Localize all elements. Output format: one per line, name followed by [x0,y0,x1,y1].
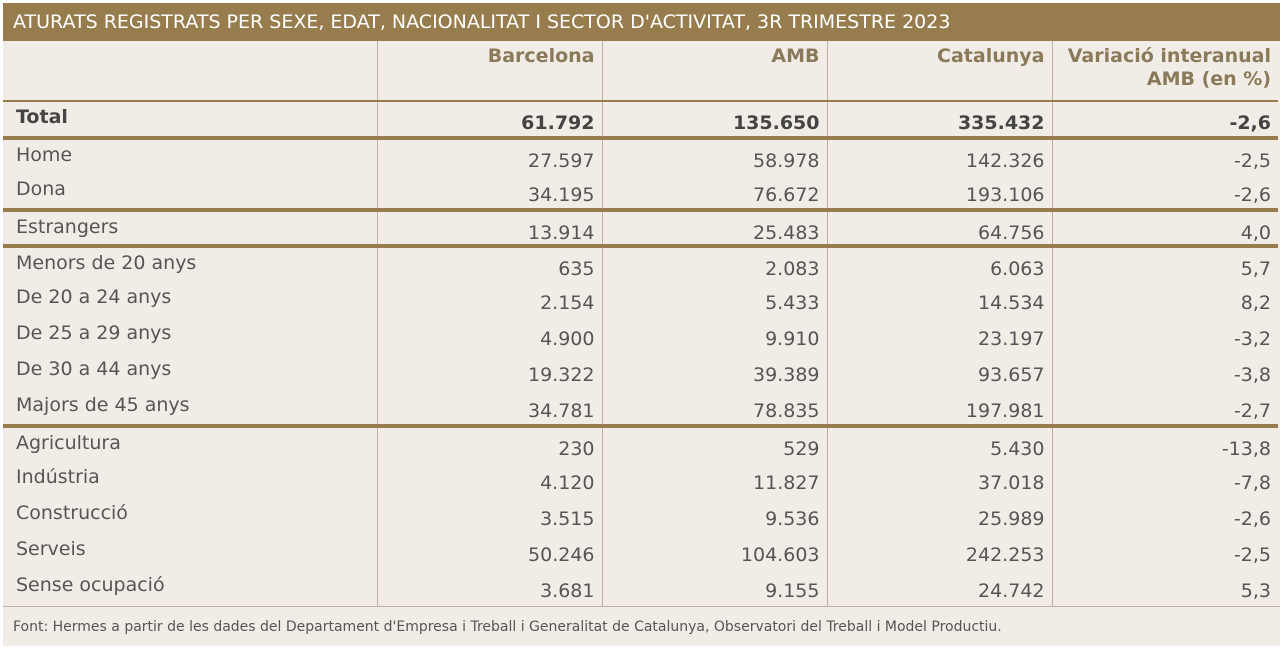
cell-variacio: -13,8 [1051,426,1278,462]
row-label: Dona [3,174,377,212]
cell-amb: 9.155 [601,570,827,606]
column-header-catalunya: Catalunya [826,41,1052,102]
table-row: Menors de 20 anys 635 2.083 6.063 5,7 [3,246,1278,282]
cell-catalunya: 197.981 [826,390,1052,428]
cell-catalunya: 37.018 [826,462,1052,498]
cell-catalunya: 14.534 [826,282,1052,318]
column-header-amb: AMB [601,41,827,102]
cell-variacio: -2,5 [1051,534,1278,570]
cell-variacio: -2,7 [1051,390,1278,428]
cell-barcelona: 2.154 [376,282,602,318]
header-row: Barcelona AMB Catalunya Variació interan… [3,41,1278,102]
cell-amb: 58.978 [601,138,827,174]
cell-catalunya: 93.657 [826,354,1052,390]
cell-variacio: 5,7 [1051,246,1278,282]
cell-variacio: 8,2 [1051,282,1278,318]
cell-variacio: -2,6 [1051,174,1278,212]
cell-variacio: -3,8 [1051,354,1278,390]
cell-barcelona: 19.322 [376,354,602,390]
cell-variacio: -7,8 [1051,462,1278,498]
row-label: Agricultura [16,432,121,454]
cell-amb: 76.672 [601,174,827,212]
cell-amb: 25.483 [601,210,827,248]
table-row: Home 27.597 58.978 142.326 -2,5 [3,138,1278,174]
cell-catalunya: 24.742 [826,570,1052,606]
row-label: De 30 a 44 anys [16,358,172,380]
table-row: Indústria 4.120 11.827 37.018 -7,8 [3,462,1278,498]
cell-amb: 2.083 [601,246,827,282]
table-row: Dona 34.195 76.672 193.106 -2,6 [3,174,1278,212]
cell-barcelona: 13.914 [376,210,602,248]
cell-catalunya: 5.430 [826,426,1052,462]
row-label: Home [16,144,73,166]
column-header-barcelona: Barcelona [376,41,602,102]
cell-barcelona: 34.195 [376,174,602,212]
cell-barcelona: 3.681 [376,570,602,606]
column-header-variacio: Variació interanual AMB (en %) [1051,41,1278,102]
table-row: Serveis 50.246 104.603 242.253 -2,5 [3,534,1278,570]
cell-amb: 104.603 [601,534,827,570]
cell-amb: 9.536 [601,498,827,534]
table-title: ATURATS REGISTRATS PER SEXE, EDAT, NACIO… [3,3,1280,41]
cell-barcelona: 230 [376,426,602,462]
table-row: Sense ocupació 3.681 9.155 24.742 5,3 [3,570,1278,606]
cell-catalunya: 242.253 [826,534,1052,570]
cell-variacio: -2,5 [1051,138,1278,174]
row-label: Estrangers [3,210,377,248]
cell-amb: 9.910 [601,318,827,354]
row-label: De 25 a 29 anys [16,322,172,344]
row-label: Serveis [16,538,86,560]
cell-catalunya: 335.432 [826,101,1052,140]
table-row: De 20 a 24 anys 2.154 5.433 14.534 8,2 [3,282,1278,318]
row-label: Indústria [16,466,100,488]
table-row: Construcció 3.515 9.536 25.989 -2,6 [3,498,1278,534]
cell-catalunya: 6.063 [826,246,1052,282]
cell-catalunya: 142.326 [826,138,1052,174]
cell-variacio: -2,6 [1051,101,1278,140]
cell-amb: 529 [601,426,827,462]
table-row: De 30 a 44 anys 19.322 39.389 93.657 -3,… [3,354,1278,390]
cell-barcelona: 27.597 [376,138,602,174]
cell-catalunya: 23.197 [826,318,1052,354]
row-label: Menors de 20 anys [16,252,197,274]
cell-barcelona: 50.246 [376,534,602,570]
source-note: Font: Hermes a partir de les dades del D… [3,606,1280,646]
cell-amb: 78.835 [601,390,827,428]
cell-barcelona: 4.120 [376,462,602,498]
cell-amb: 135.650 [601,101,827,140]
cell-barcelona: 4.900 [376,318,602,354]
row-label: De 20 a 24 anys [16,286,172,308]
cell-variacio: 5,3 [1051,570,1278,606]
row-label: Total [3,101,377,140]
row-label: Construcció [16,502,128,524]
cell-barcelona: 3.515 [376,498,602,534]
table-row: De 25 a 29 anys 4.900 9.910 23.197 -3,2 [3,318,1278,354]
cell-variacio: -2,6 [1051,498,1278,534]
cell-catalunya: 193.106 [826,174,1052,212]
cell-barcelona: 61.792 [376,101,602,140]
cell-amb: 39.389 [601,354,827,390]
cell-barcelona: 34.781 [376,390,602,428]
cell-barcelona: 635 [376,246,602,282]
table-row: Agricultura 230 529 5.430 -13,8 [3,426,1278,462]
cell-variacio: -3,2 [1051,318,1278,354]
table-row: Estrangers 13.914 25.483 64.756 4,0 [3,210,1278,248]
column-header-label [3,41,377,102]
cell-variacio: 4,0 [1051,210,1278,248]
cell-amb: 11.827 [601,462,827,498]
row-label: Sense ocupació [16,574,165,596]
table-row: Majors de 45 anys 34.781 78.835 197.981 … [3,390,1278,428]
cell-catalunya: 64.756 [826,210,1052,248]
table-row-total: Total 61.792 135.650 335.432 -2,6 [3,101,1278,140]
cell-catalunya: 25.989 [826,498,1052,534]
row-label: Majors de 45 anys [3,390,377,428]
cell-amb: 5.433 [601,282,827,318]
data-table: Barcelona AMB Catalunya Variació interan… [3,41,1278,606]
table-panel: ATURATS REGISTRATS PER SEXE, EDAT, NACIO… [3,3,1280,646]
